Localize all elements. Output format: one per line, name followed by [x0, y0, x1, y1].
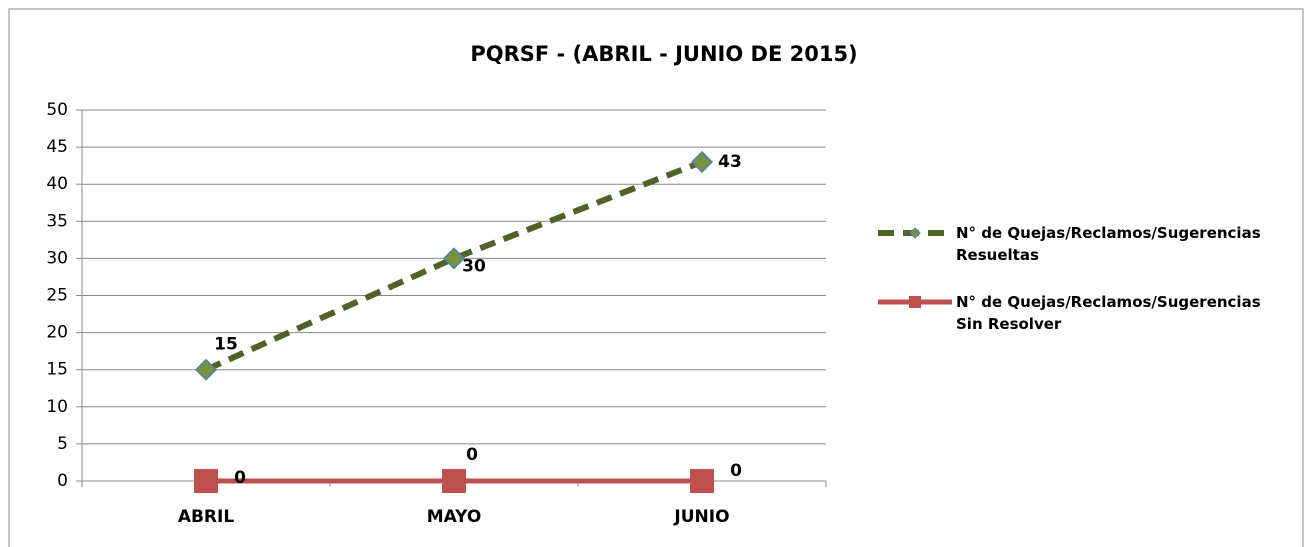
legend-marker: [909, 227, 921, 239]
legend-label: N° de Quejas/Reclamos/Sugerencias Resuel…: [956, 224, 1261, 264]
legend-label: N° de Quejas/Reclamos/Sugerencias Sin Re…: [956, 293, 1261, 333]
x-tick-label: JUNIO: [673, 507, 729, 527]
y-tick-label: 45: [46, 137, 68, 157]
marker: [442, 469, 466, 493]
chart-title: PQRSF - (ABRIL - JUNIO DE 2015): [470, 42, 857, 66]
series-line: [204, 159, 704, 373]
marker: [442, 247, 466, 270]
data-label: 0: [234, 468, 246, 488]
data-label: 0: [466, 445, 478, 465]
y-tick-label: 30: [46, 248, 68, 268]
y-tick-label: 50: [46, 100, 68, 120]
y-tick-label: 10: [46, 397, 68, 417]
chart-border: [8, 8, 1304, 547]
legend-marker: [909, 296, 921, 308]
marker: [690, 469, 714, 493]
y-tick-label: 0: [57, 471, 68, 491]
data-label: 0: [730, 461, 742, 481]
y-tick-label: 5: [57, 434, 68, 454]
y-tick-label: 35: [46, 211, 68, 231]
y-tick-label: 20: [46, 323, 68, 343]
marker: [194, 469, 218, 493]
data-label: 43: [718, 152, 742, 172]
x-tick-label: ABRIL: [178, 507, 235, 527]
data-label: 15: [214, 335, 238, 355]
marker: [690, 150, 714, 174]
marker: [194, 358, 218, 381]
x-tick-label: MAYO: [427, 507, 482, 527]
y-tick-label: 15: [46, 360, 68, 380]
y-tick-label: 25: [46, 286, 68, 306]
data-label: 30: [462, 256, 486, 276]
y-tick-label: 40: [46, 174, 68, 194]
